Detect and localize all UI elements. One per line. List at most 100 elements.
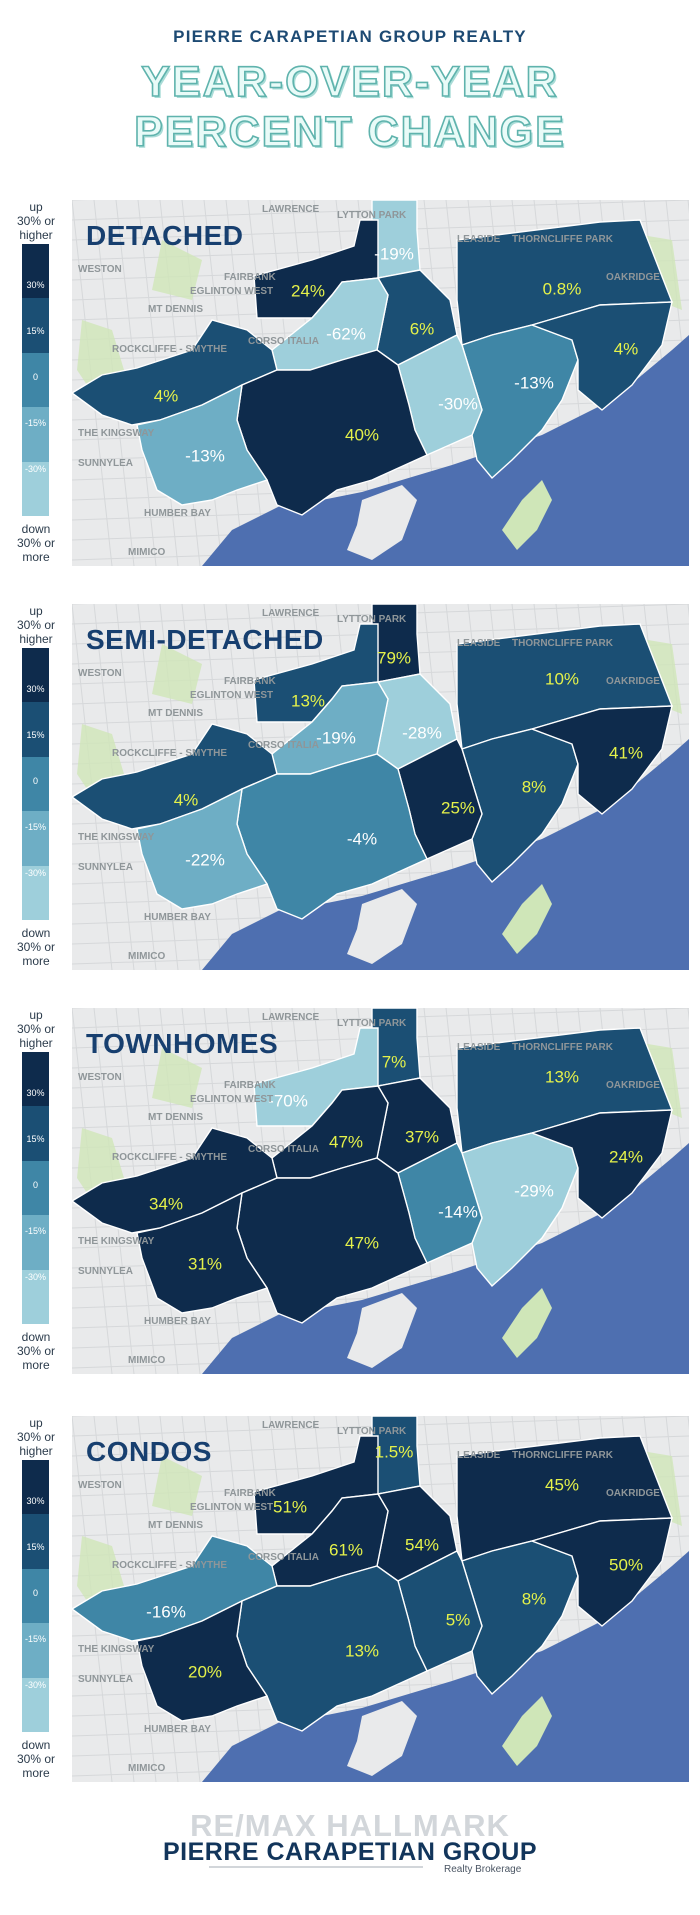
neighbourhood-label: CORSO ITALIA xyxy=(248,1552,319,1563)
neighbourhood-label: MIMICO xyxy=(128,547,166,558)
region-value-label: 13% xyxy=(345,1641,379,1660)
legend-tick-label: -30% xyxy=(24,1680,46,1690)
region-value-label: 24% xyxy=(291,281,325,300)
legend-swatch xyxy=(22,1160,49,1216)
region-value-label: -19% xyxy=(374,244,414,263)
neighbourhood-label: ROCKCLIFFE - SMYTHE xyxy=(112,1560,227,1571)
legend-bottom-line: 30% or xyxy=(16,536,56,550)
region-value-label: 50% xyxy=(609,1555,643,1574)
region-11 xyxy=(136,1191,269,1314)
neighbourhood-label: FAIRBANK xyxy=(224,676,276,687)
neighbourhood-label: LYTTON PARK xyxy=(337,614,407,625)
neighbourhood-label: LEASIDE xyxy=(457,1450,501,1461)
region-value-label: 8% xyxy=(522,777,547,796)
legend-top-label: up 30% or higher xyxy=(0,1008,72,1050)
region-value-label: 8% xyxy=(522,1589,547,1608)
legend-top-line: higher xyxy=(19,1444,53,1458)
legend-top-line: higher xyxy=(19,1036,53,1050)
legend-swatch xyxy=(22,244,49,299)
legend-tick-label: -30% xyxy=(24,464,46,474)
legend-top-line: 30% or xyxy=(16,1022,56,1036)
toronto-islands xyxy=(347,889,417,964)
page-title-line-2: PERCENT CHANGE xyxy=(133,107,566,157)
region-value-label: -28% xyxy=(402,723,442,742)
leslie-spit xyxy=(502,480,552,550)
brokerage-label: Realty Brokerage xyxy=(444,1864,522,1875)
region-value-label: 45% xyxy=(545,1475,579,1494)
leslie-spit xyxy=(502,1288,552,1358)
region-value-label: 47% xyxy=(329,1132,363,1151)
legend-tick-label: 30% xyxy=(26,684,45,694)
legend-bottom-line: more xyxy=(22,1358,50,1372)
legend-swatch xyxy=(22,352,49,408)
neighbourhood-label: LYTTON PARK xyxy=(337,1018,407,1029)
region-6 xyxy=(72,1535,278,1642)
legend-bottom-line: more xyxy=(22,954,50,968)
legend-swatch xyxy=(22,702,49,757)
neighbourhood-label: OAKRIDGE xyxy=(606,676,660,687)
legend-tick-label: -30% xyxy=(24,868,46,878)
neighbourhood-label: EGLINTON WEST xyxy=(190,286,274,297)
lake-ontario xyxy=(202,1143,689,1374)
neighbourhood-label: LYTTON PARK xyxy=(337,210,407,221)
color-legend: up 30% or higher 30% 15% 0 -15% -30% down 30% or m… xyxy=(0,1008,72,1374)
legend-tick-label: 30% xyxy=(26,1496,45,1506)
choropleth-map: 79% 13% 10% -28% -19% 4% 8% 41% 25% -4% -22% LAWREN… xyxy=(72,604,689,970)
leslie-spit xyxy=(502,884,552,954)
region-6 xyxy=(72,723,278,830)
legend-swatch xyxy=(22,1052,49,1107)
legend-tick-label: 15% xyxy=(26,1542,45,1552)
region-value-label: 4% xyxy=(174,790,199,809)
legend-bottom-line: down xyxy=(21,1330,51,1344)
legend-swatch xyxy=(22,1460,49,1515)
neighbourhood-label: SUNNYLEA xyxy=(78,1674,134,1685)
region-value-label: -13% xyxy=(185,446,225,465)
region-11 xyxy=(136,1599,269,1722)
legend-top-line: up xyxy=(29,200,43,214)
region-value-label: -14% xyxy=(438,1202,478,1221)
region-value-label: -19% xyxy=(316,728,356,747)
neighbourhood-label: WESTON xyxy=(78,264,122,275)
region-value-label: 79% xyxy=(377,648,411,667)
brand-name: PIERRE CARAPETIAN GROUP REALTY xyxy=(173,27,527,46)
legend-top-line: up xyxy=(29,604,43,618)
legend-tick-label: 0 xyxy=(32,1180,38,1190)
neighbourhood-label: HUMBER BAY xyxy=(144,1316,211,1327)
neighbourhood-label: OAKRIDGE xyxy=(606,272,660,283)
neighbourhood-label: EGLINTON WEST xyxy=(190,1502,274,1513)
neighbourhood-label: LAWRENCE xyxy=(262,1420,320,1431)
neighbourhood-label: MIMICO xyxy=(128,1763,166,1774)
choropleth-map: 1.5% 51% 45% 54% 61% -16% 8% 50% 5% 13% 20% LAWRENC… xyxy=(72,1416,689,1782)
neighbourhood-label: LAWRENCE xyxy=(262,204,320,215)
legend-bottom-label: down 30% or more xyxy=(0,926,72,968)
region-11 xyxy=(136,383,269,506)
region-value-label: 40% xyxy=(345,425,379,444)
neighbourhood-label: MIMICO xyxy=(128,951,166,962)
legend-swatch xyxy=(22,298,49,353)
neighbourhood-label: THE KINGSWAY xyxy=(78,832,155,843)
neighbourhood-label: OAKRIDGE xyxy=(606,1080,660,1091)
legend-bottom-line: 30% or xyxy=(16,1344,56,1358)
legend-tick-label: 30% xyxy=(26,280,45,290)
choropleth-map: -19% 24% 0.8% 6% -62% 4% -13% 4% -30% 40% -13% LAWR… xyxy=(72,200,689,566)
legend-tick-label: 15% xyxy=(26,1134,45,1144)
legend-top-label: up 30% or higher xyxy=(0,200,72,242)
region-value-label: 4% xyxy=(154,386,179,405)
legend-color-bar: 30% 15% 0 -15% -30% xyxy=(22,1460,49,1732)
legend-top-line: up xyxy=(29,1416,43,1430)
legend-bottom-line: down xyxy=(21,522,51,536)
park-area xyxy=(152,1456,202,1516)
neighbourhood-label: LEASIDE xyxy=(457,234,501,245)
legend-tick-label: -15% xyxy=(24,1634,46,1644)
legend-bottom-line: 30% or xyxy=(16,940,56,954)
neighbourhood-label: ROCKCLIFFE - SMYTHE xyxy=(112,1152,227,1163)
legend-swatch xyxy=(22,1514,49,1569)
region-value-label: 0.8% xyxy=(543,279,582,298)
color-legend: up 30% or higher 30% 15% 0 -15% -30% down 30% or m… xyxy=(0,604,72,970)
neighbourhood-label: CORSO ITALIA xyxy=(248,1144,319,1155)
region-6 xyxy=(72,319,278,426)
legend-swatch xyxy=(22,407,49,462)
region-value-label: -29% xyxy=(514,1181,554,1200)
neighbourhood-label: THE KINGSWAY xyxy=(78,1644,155,1655)
region-value-label: -70% xyxy=(268,1091,308,1110)
